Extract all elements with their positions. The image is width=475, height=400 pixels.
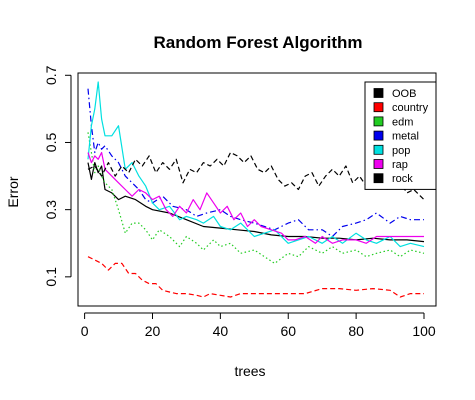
legend-swatch-pop xyxy=(373,144,384,155)
x-tick-label: 20 xyxy=(145,323,161,339)
legend-label-rap: rap xyxy=(392,159,408,171)
series-line-rap xyxy=(87,151,424,244)
axes: 0 20 40 60 80 100 0.1 0.3 0.5 0.7 xyxy=(43,65,436,339)
legend: OOB country edm metal pop rap rock xyxy=(364,81,437,190)
legend-label-OOB: OOB xyxy=(392,88,416,100)
y-tick-label: 0.5 xyxy=(43,133,59,153)
y-axis-label: Error xyxy=(5,176,21,207)
x-tick-label: 100 xyxy=(412,323,436,339)
x-tick-label: 0 xyxy=(81,323,89,339)
chart-title: Random Forest Algorithm xyxy=(153,33,362,52)
legend-swatch-rock xyxy=(373,173,384,184)
x-axis-label: trees xyxy=(234,363,265,379)
legend-swatch-OOB xyxy=(373,88,384,98)
x-tick-label: 80 xyxy=(348,323,364,339)
y-tick-label: 0.1 xyxy=(43,267,59,287)
legend-box xyxy=(364,81,437,190)
legend-label-metal: metal xyxy=(392,131,419,143)
series-line-pop xyxy=(87,81,425,248)
legend-swatch-country xyxy=(373,102,384,113)
legend-label-country: country xyxy=(392,102,429,114)
legend-swatch-edm xyxy=(373,116,384,127)
series-line-country xyxy=(87,256,424,298)
x-tick-label: 60 xyxy=(280,323,296,339)
legend-label-pop: pop xyxy=(392,145,410,157)
y-tick-label: 0.7 xyxy=(43,65,59,85)
y-tick-label: 0.3 xyxy=(43,200,59,220)
series-line-edm xyxy=(87,132,425,264)
legend-swatch-metal xyxy=(373,130,384,141)
series-line-metal xyxy=(87,88,424,238)
legend-label-rock: rock xyxy=(392,173,413,185)
legend-label-edm: edm xyxy=(392,116,413,128)
legend-swatch-rap xyxy=(373,159,384,169)
x-tick-label: 40 xyxy=(213,323,229,339)
